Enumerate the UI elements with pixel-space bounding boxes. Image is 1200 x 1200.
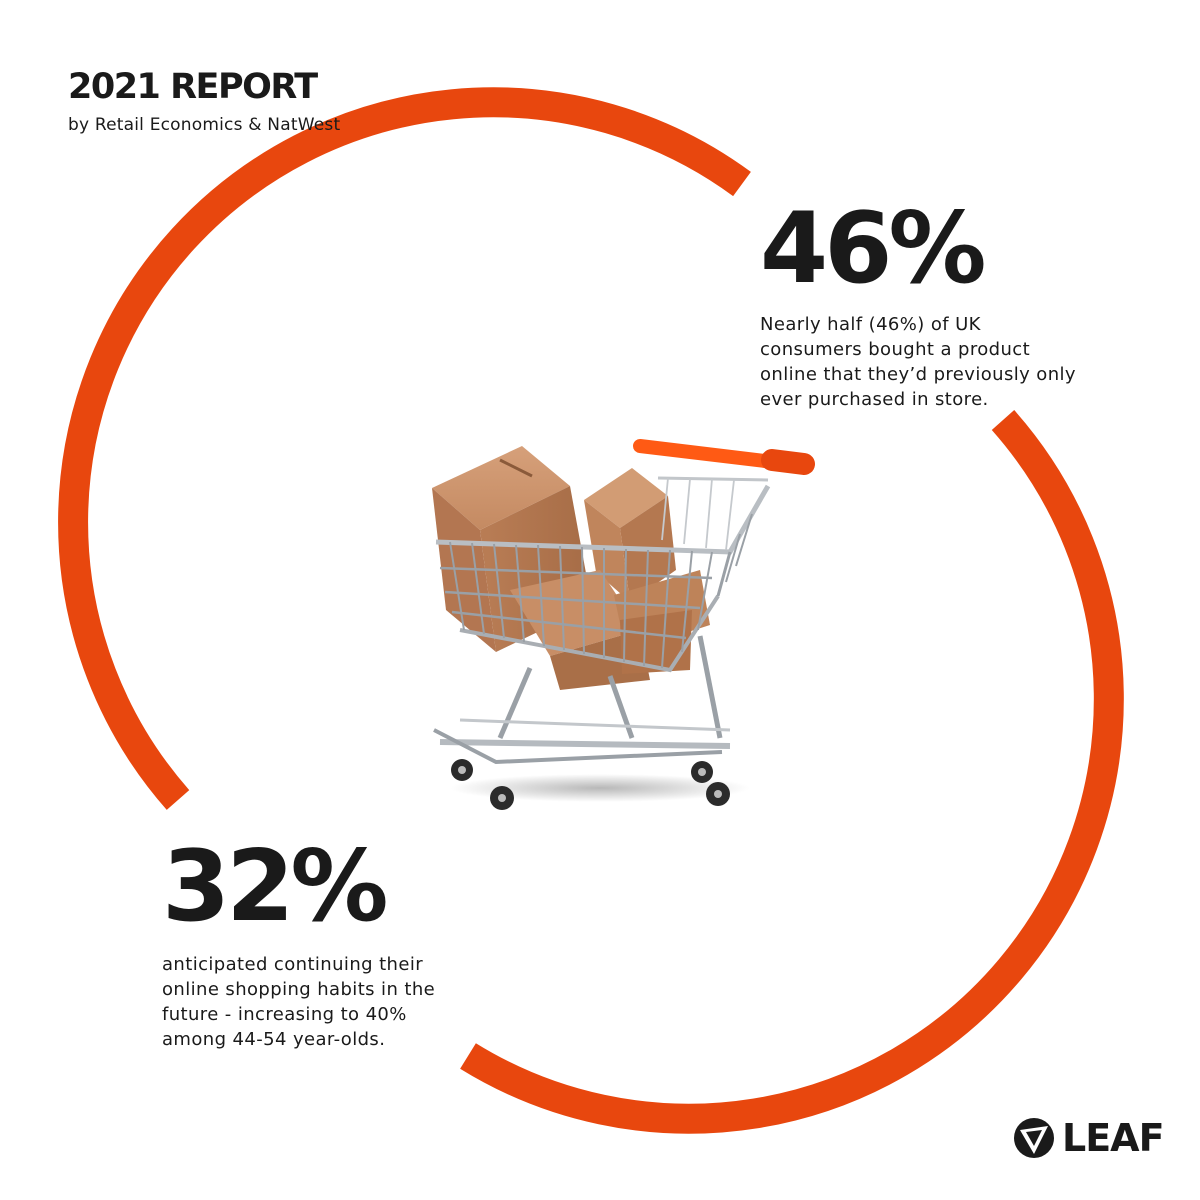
report-title: 2021 REPORT	[68, 67, 318, 107]
description-line: anticipated continuing their	[162, 954, 424, 975]
stat-46-block: 46% Nearly half (46%) of UK consumers bo…	[760, 200, 1120, 412]
header: 2021 REPORT by Retail Economics & NatWes…	[68, 67, 341, 136]
stat-description: anticipated continuing their online shop…	[162, 952, 482, 1052]
description-line: ever purchased in store.	[760, 389, 989, 410]
description-line: Nearly half (46%) of UK	[760, 314, 981, 335]
stat-value: 32%	[162, 830, 389, 944]
description-line: consumers bought a product	[760, 339, 1031, 360]
leaf-logo: LEAF	[1012, 1116, 1165, 1160]
description-line: online shopping habits in the	[162, 979, 436, 1000]
stat-32-block: 32% anticipated continuing their online …	[162, 838, 482, 1052]
description-line: among 44-54 year-olds.	[162, 1029, 386, 1050]
stat-value: 46%	[760, 192, 987, 306]
logo-text: LEAF	[1062, 1116, 1165, 1160]
ring-arc-right	[460, 410, 1124, 1134]
shopping-cart-icon	[432, 439, 815, 810]
description-line: online that they’d previously only	[760, 364, 1076, 385]
cart-chassis	[433, 635, 731, 765]
leaf-logo-icon	[1014, 1118, 1054, 1158]
cart-wheels	[451, 759, 730, 810]
cart-handle	[633, 439, 815, 475]
ring-arc-left	[58, 87, 751, 810]
report-subtitle: by Retail Economics & NatWest	[68, 115, 341, 135]
description-line: future - increasing to 40%	[162, 1004, 407, 1025]
stat-description: Nearly half (46%) of UK consumers bought…	[760, 312, 1120, 412]
cart-basket	[435, 476, 771, 673]
